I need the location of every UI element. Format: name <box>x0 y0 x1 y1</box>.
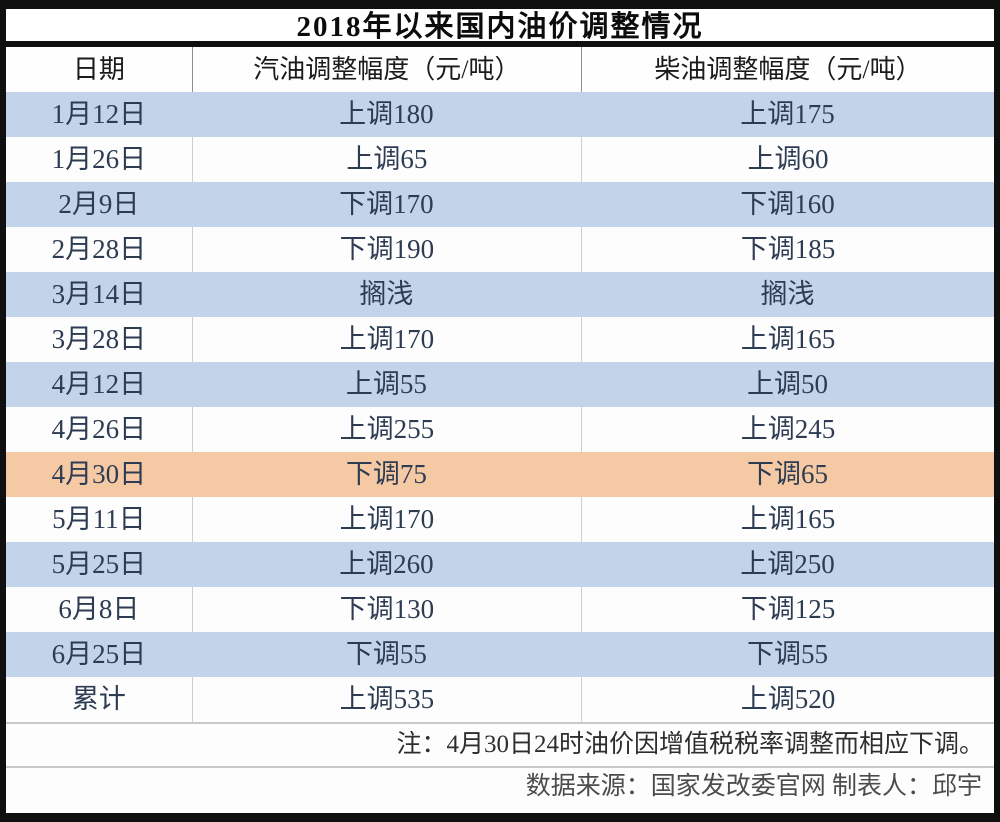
table-note: 注：4月30日24时油价因增值税税率调整而相应下调。 <box>6 722 994 766</box>
table-row: 5月25日 上调260 上调250 <box>6 542 994 587</box>
gasoline-cell: 下调170 <box>339 189 434 219</box>
date-cell: 6月8日 <box>58 594 140 624</box>
gasoline-cell: 上调170 <box>191 317 581 362</box>
header-diesel: 柴油调整幅度（元/吨） <box>581 47 994 92</box>
diesel-cell: 上调250 <box>740 549 835 579</box>
gasoline-cell: 上调170 <box>191 497 581 542</box>
table-body: 1月12日 上调180 上调175 1月26日 上调65 上调60 2月9日 下… <box>6 92 994 722</box>
table-row: 1月26日 上调65 上调60 <box>6 137 994 182</box>
diesel-cell: 上调165 <box>581 497 994 542</box>
gasoline-cell: 下调130 <box>191 587 581 632</box>
diesel-cell: 下调160 <box>740 189 835 219</box>
gasoline-cell: 下调190 <box>191 227 581 272</box>
table-row: 3月28日 上调170 上调165 <box>6 317 994 362</box>
diesel-cell: 上调175 <box>740 99 835 129</box>
gasoline-cell: 上调535 <box>191 677 581 722</box>
date-cell: 4月30日 <box>51 459 147 489</box>
date-cell: 1月12日 <box>51 99 147 129</box>
date-cell: 3月14日 <box>51 279 147 309</box>
diesel-cell: 下调55 <box>746 639 828 669</box>
date-cell: 4月12日 <box>51 369 147 399</box>
date-cell: 4月26日 <box>51 414 147 444</box>
diesel-cell: 上调245 <box>581 407 994 452</box>
table-row: 1月12日 上调180 上调175 <box>6 92 994 137</box>
diesel-cell: 上调165 <box>581 317 994 362</box>
table-row: 6月25日 下调55 下调55 <box>6 632 994 677</box>
gasoline-cell: 下调75 <box>345 459 427 489</box>
diesel-cell: 搁浅 <box>760 279 815 309</box>
table-header-row: 日期 汽油调整幅度（元/吨） 柴油调整幅度（元/吨） <box>6 47 994 92</box>
table-row: 累计 上调535 上调520 <box>6 677 994 722</box>
diesel-cell: 上调50 <box>746 369 828 399</box>
table-row: 2月28日 下调190 下调185 <box>6 227 994 272</box>
date-cell: 5月25日 <box>51 549 147 579</box>
header-date: 日期 <box>72 55 125 84</box>
diesel-cell: 上调520 <box>581 677 994 722</box>
date-cell: 2月28日 <box>51 234 147 264</box>
table-row: 4月12日 上调55 上调50 <box>6 362 994 407</box>
gasoline-cell: 上调65 <box>191 137 581 182</box>
date-cell: 1月26日 <box>51 144 147 174</box>
table-row: 4月26日 上调255 上调245 <box>6 407 994 452</box>
gasoline-cell: 上调180 <box>339 99 434 129</box>
date-cell: 6月25日 <box>51 639 147 669</box>
table-row: 6月8日 下调130 下调125 <box>6 587 994 632</box>
table-row: 3月14日 搁浅 搁浅 <box>6 272 994 317</box>
diesel-cell: 下调65 <box>746 459 828 489</box>
date-cell: 5月11日 <box>52 504 146 534</box>
table-row: 2月9日 下调170 下调160 <box>6 182 994 227</box>
gasoline-cell: 下调55 <box>345 639 427 669</box>
date-cell: 2月9日 <box>58 189 140 219</box>
diesel-cell: 上调60 <box>581 137 994 182</box>
table-source: 数据来源：国家发改委官网 制表人：邱宇 <box>6 766 994 806</box>
table-row: 4月30日 下调75 下调65 <box>6 452 994 497</box>
header-gasoline: 汽油调整幅度（元/吨） <box>191 47 581 92</box>
diesel-cell: 下调125 <box>581 587 994 632</box>
table-title: 2018年以来国内油价调整情况 <box>6 9 994 47</box>
gasoline-cell: 上调260 <box>339 549 434 579</box>
gasoline-cell: 上调55 <box>345 369 427 399</box>
gasoline-cell: 搁浅 <box>359 279 414 309</box>
gasoline-cell: 上调255 <box>191 407 581 452</box>
date-cell: 累计 <box>71 684 126 714</box>
diesel-cell: 下调185 <box>581 227 994 272</box>
table-row: 5月11日 上调170 上调165 <box>6 497 994 542</box>
date-cell: 3月28日 <box>51 324 147 354</box>
